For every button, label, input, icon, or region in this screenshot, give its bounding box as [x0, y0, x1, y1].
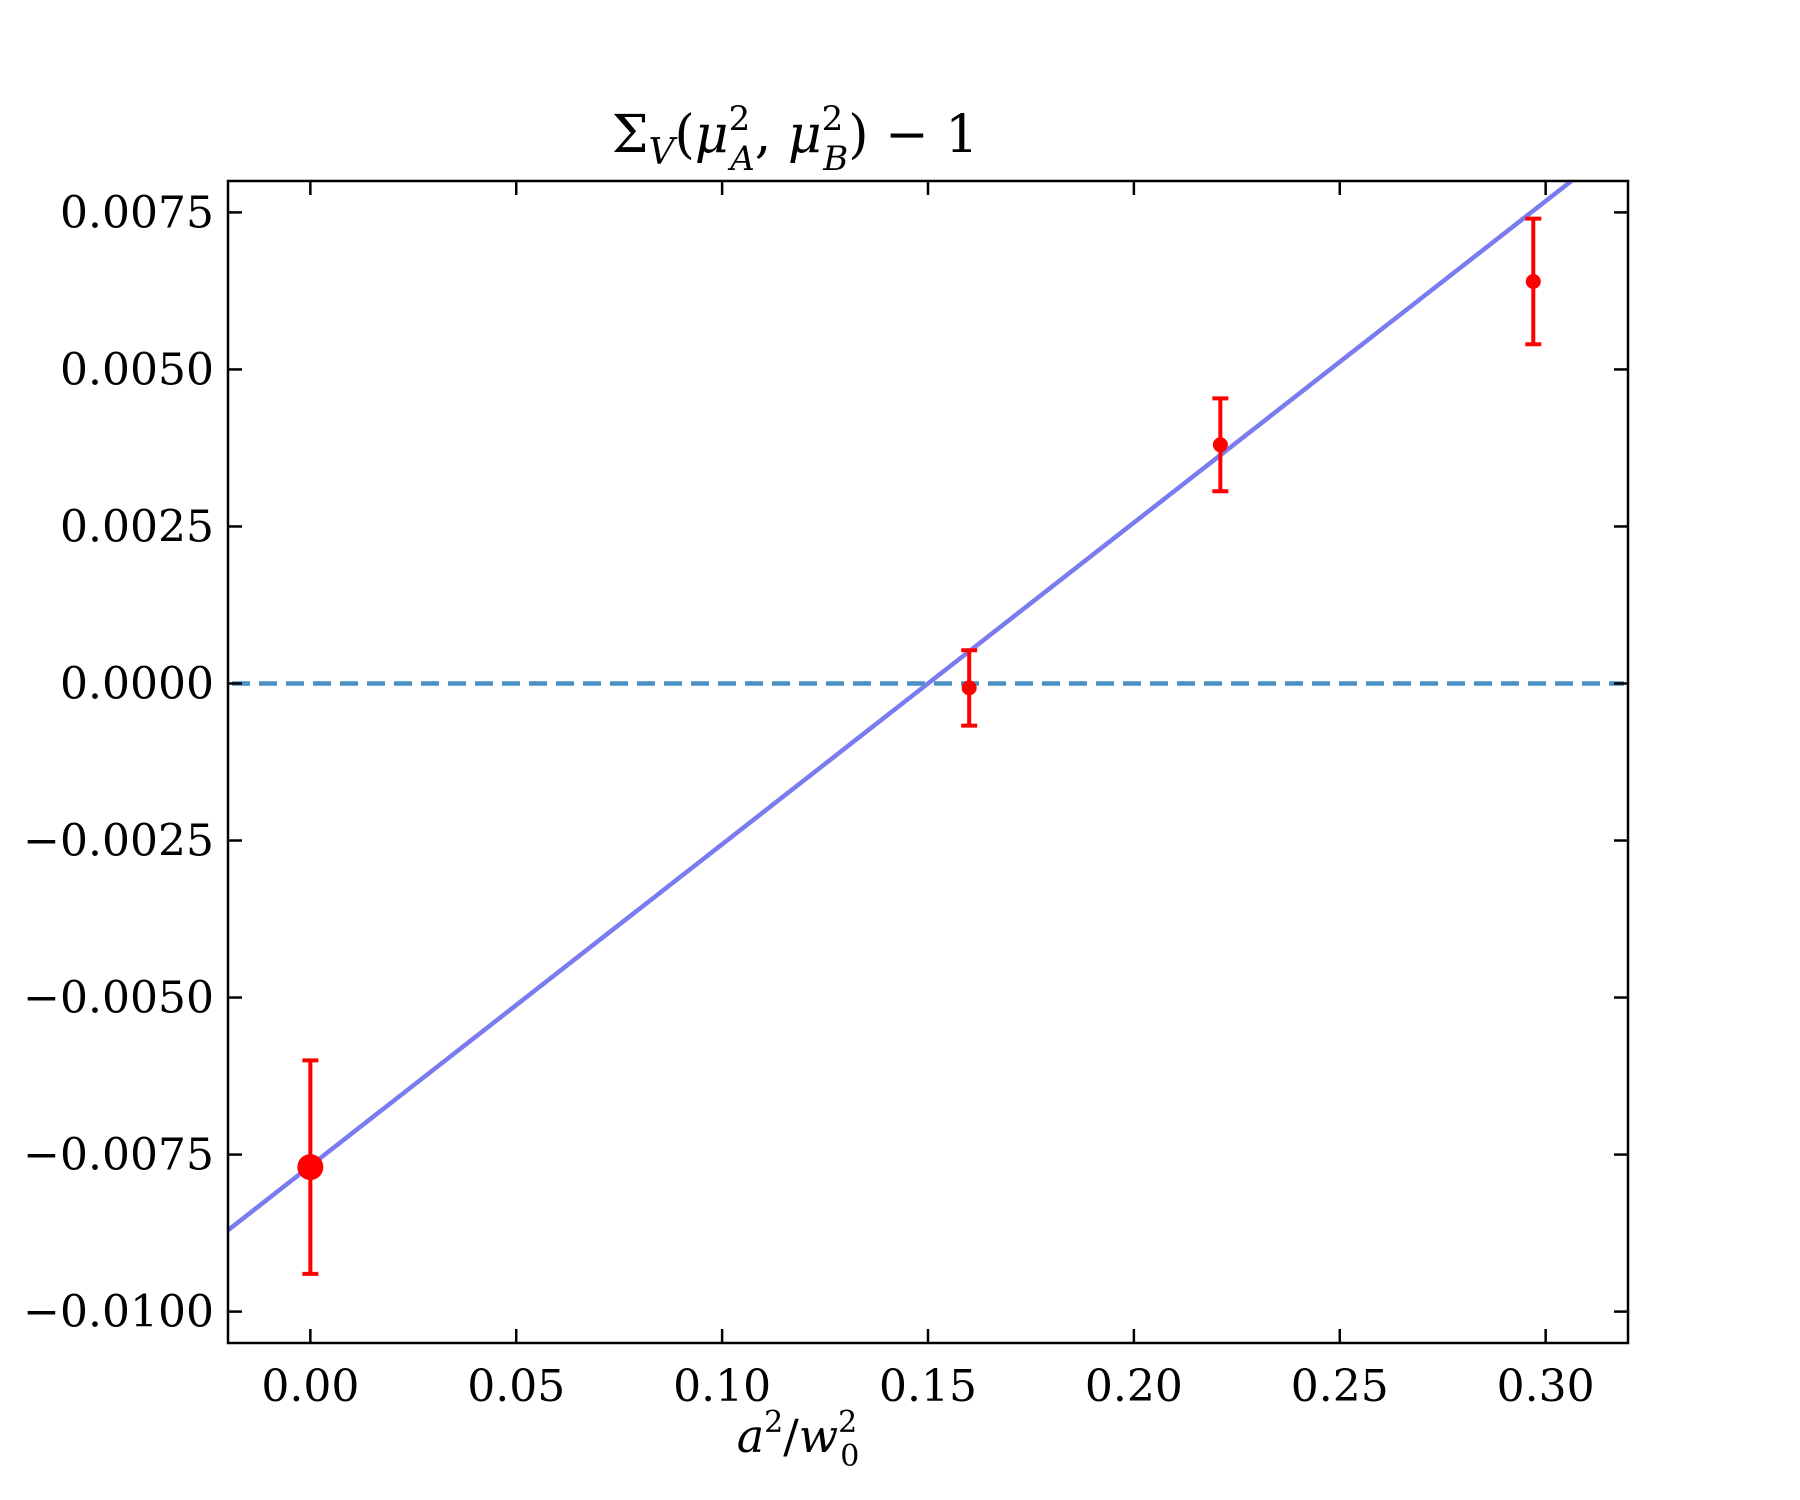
data-point-0-marker — [961, 680, 977, 696]
xlabel-a: a — [737, 1409, 764, 1463]
extrapolated-point-marker — [297, 1154, 324, 1181]
x-tick-label: 0.00 — [261, 1361, 359, 1412]
title-mu-b: μ — [788, 105, 822, 165]
ticks-layer: 0.00 0.05 0.10 0.15 0.20 0.25 0.30 −0.0100 −0.00… — [23, 181, 1628, 1412]
title-close: ) − 1 — [848, 105, 978, 165]
title-sq-a: 2 — [729, 99, 751, 139]
y-tick-label: 0.0000 — [60, 658, 214, 709]
title-sq-b: 2 — [822, 99, 844, 139]
title-sigma-sub: V — [648, 132, 678, 173]
title-open: ( — [674, 105, 694, 165]
x-tick-label: 0.15 — [879, 1361, 977, 1412]
data-points-layer — [297, 216, 1542, 1276]
y-tick-label: 0.0025 — [60, 501, 214, 552]
xlabel-w-sup: 2 — [838, 1405, 857, 1440]
plot-frame — [226, 179, 1630, 1345]
title-sub-b: B — [822, 139, 848, 179]
title-comma: , — [755, 105, 788, 165]
y-tick-label: −0.0075 — [23, 1130, 214, 1181]
title-sigma: Σ — [612, 105, 649, 165]
fit-line-layer — [226, 179, 1573, 1232]
x-axis-label: a2/w2 0 — [737, 1405, 860, 1474]
data-point-2-marker — [1525, 273, 1541, 289]
y-tick-label: −0.0050 — [23, 973, 214, 1024]
xlabel-a-sup: 2 — [764, 1405, 783, 1440]
title-sub-a: A — [727, 139, 755, 179]
chart-title: ΣV(μ2 A, μ2 B) − 1 — [612, 99, 979, 179]
x-tick-label: 0.20 — [1085, 1361, 1183, 1412]
x-tick-label: 0.30 — [1497, 1361, 1595, 1412]
x-tick-label: 0.10 — [673, 1361, 771, 1412]
data-point-1-marker — [1212, 437, 1228, 453]
x-tick-label: 0.05 — [467, 1361, 565, 1412]
y-tick-label: −0.0025 — [23, 816, 214, 867]
xlabel-w-sub: 0 — [840, 1439, 859, 1474]
y-tick-label: −0.0100 — [23, 1287, 214, 1338]
x-tick-label: 0.25 — [1291, 1361, 1389, 1412]
fit-line — [226, 179, 1573, 1232]
y-tick-label: 0.0050 — [60, 344, 214, 395]
title-mu-a: μ — [695, 105, 729, 165]
xlabel-slash: / — [783, 1409, 799, 1463]
xlabel-w: w — [799, 1409, 838, 1463]
y-tick-label: 0.0075 — [60, 187, 214, 238]
